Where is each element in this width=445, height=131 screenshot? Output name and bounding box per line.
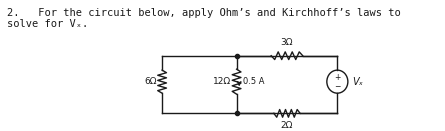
Text: 6Ω: 6Ω [144,77,157,86]
Text: 3Ω: 3Ω [281,38,293,47]
Text: solve for Vₓ.: solve for Vₓ. [7,19,88,29]
Text: 2Ω: 2Ω [281,121,293,130]
Text: +: + [334,73,340,82]
Text: 12Ω: 12Ω [213,77,231,86]
Text: −: − [334,82,340,91]
Text: 0.5 A: 0.5 A [243,77,264,86]
Text: 2.   For the circuit below, apply Ohm’s and Kirchhoff’s laws to: 2. For the circuit below, apply Ohm’s an… [7,8,401,18]
Text: Vₓ: Vₓ [352,77,363,87]
